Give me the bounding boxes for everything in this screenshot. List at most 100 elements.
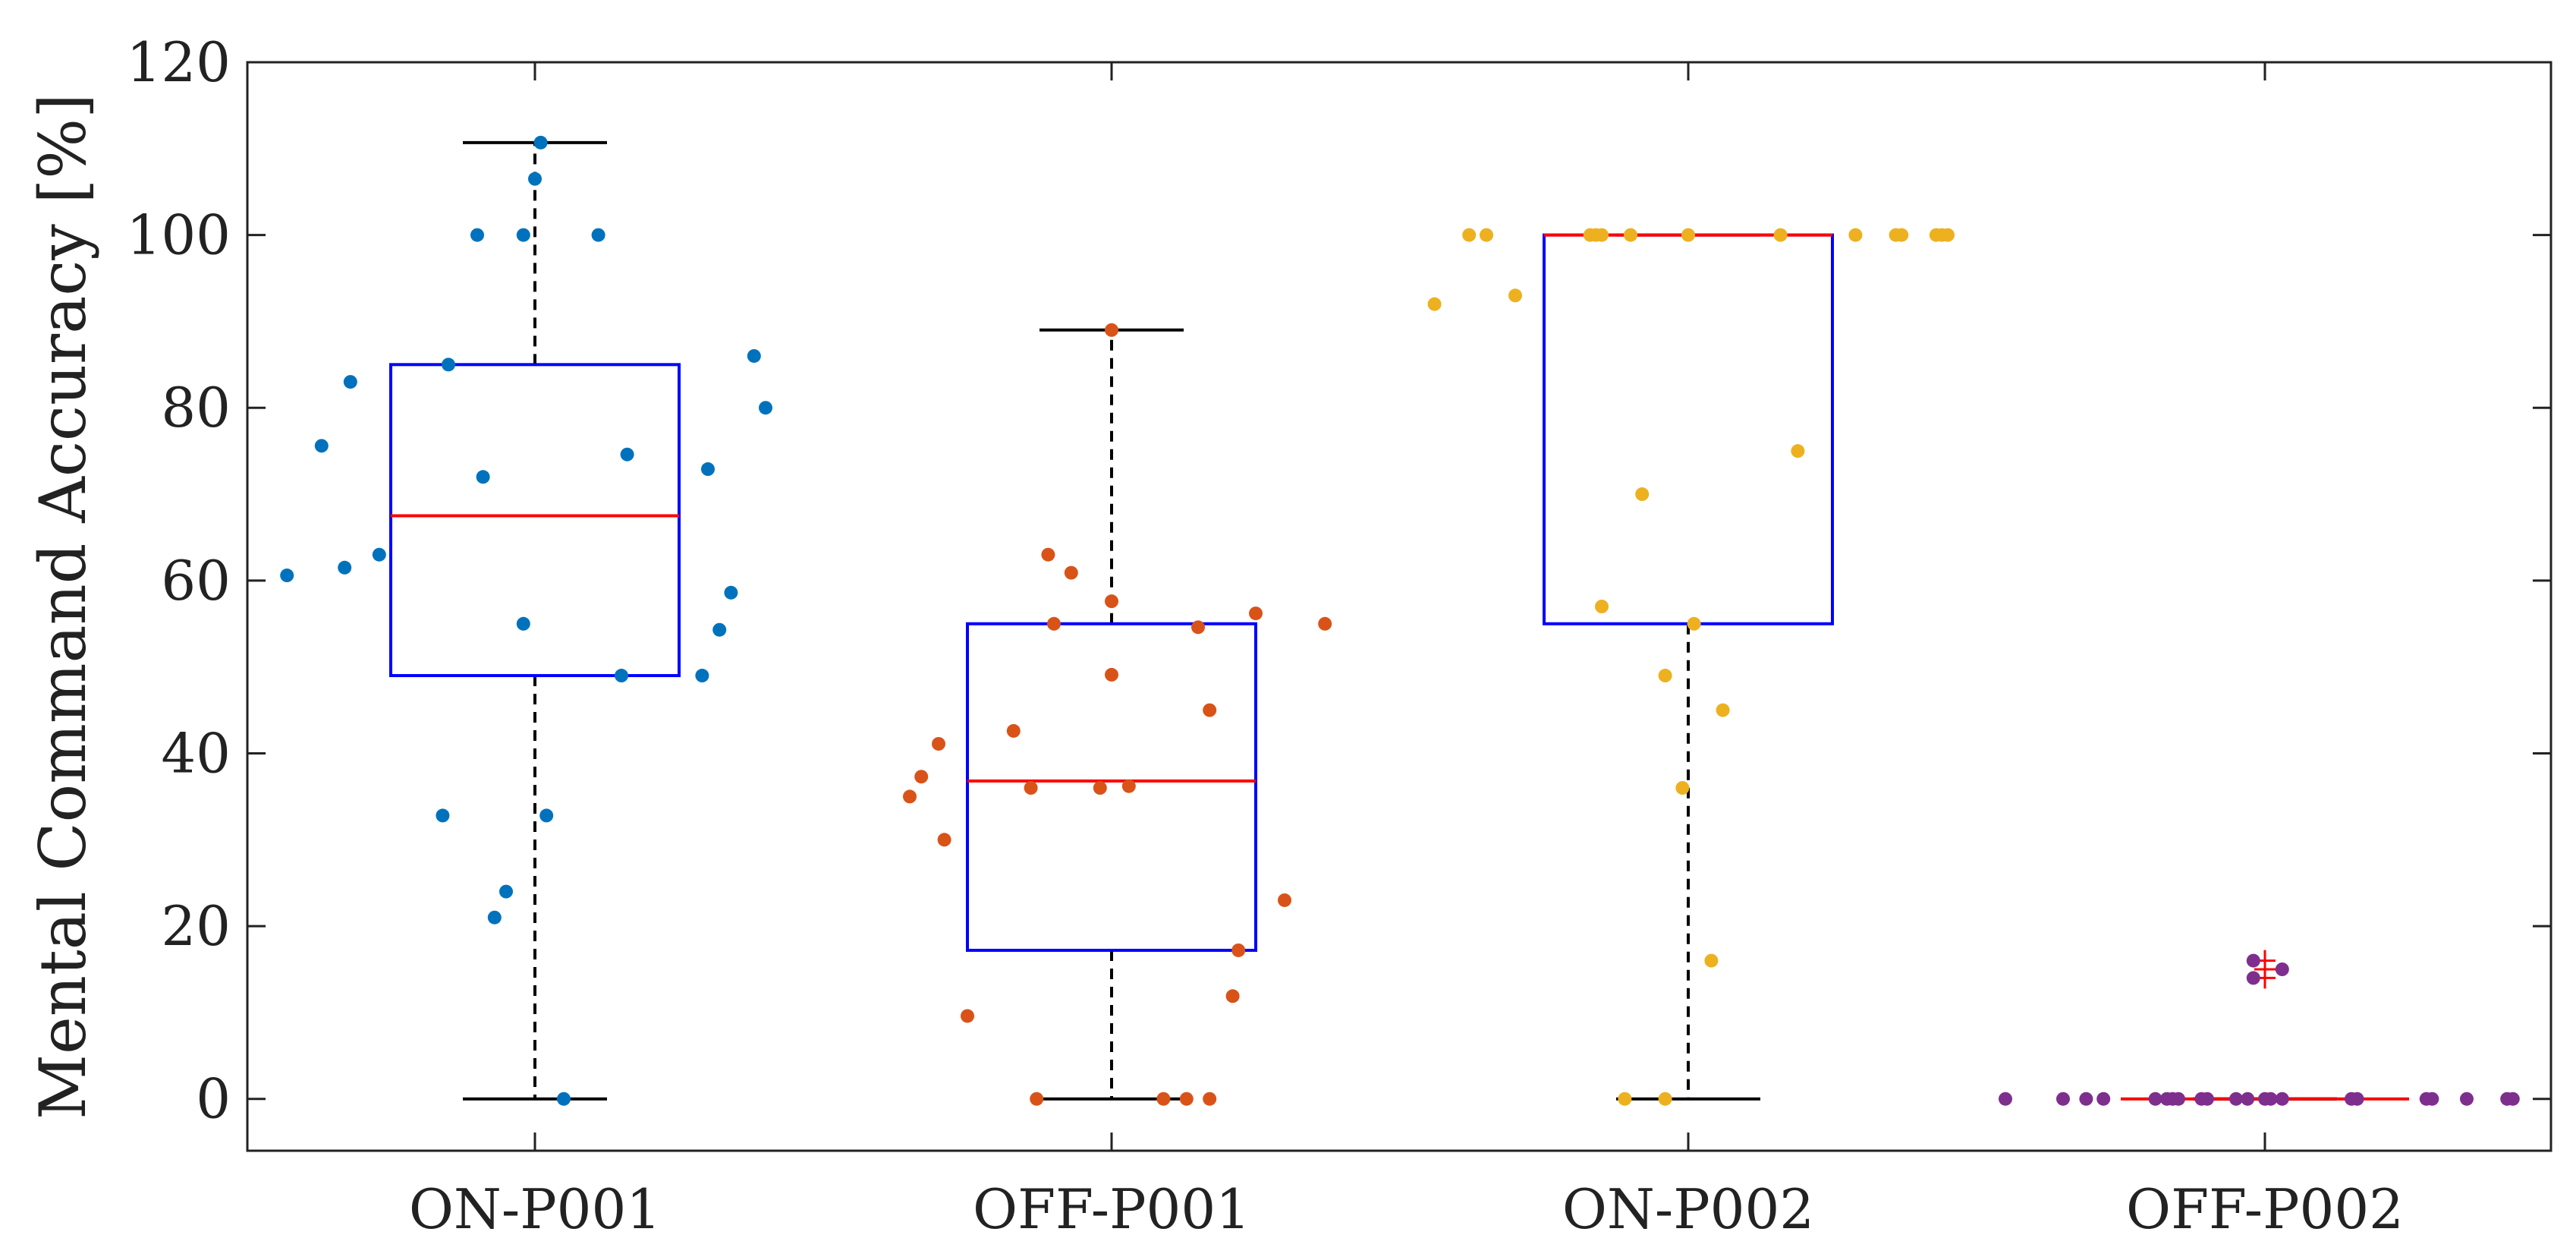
data-point: [372, 547, 386, 562]
data-point: [747, 348, 761, 363]
data-point: [1480, 228, 1493, 242]
data-point: [1508, 288, 1522, 303]
data-point: [914, 770, 929, 784]
data-point: [903, 789, 917, 804]
data-point: [701, 462, 715, 477]
box-iqr: [966, 622, 1257, 952]
data-point: [1024, 781, 1038, 795]
data-point: [2460, 1092, 2474, 1106]
data-point: [2275, 1092, 2289, 1106]
data-point: [1191, 620, 1205, 635]
x-tick-label: ON-P001: [409, 1177, 661, 1241]
data-point: [1791, 444, 1805, 458]
data-point: [2172, 1092, 2185, 1106]
box-iqr: [1543, 233, 1834, 625]
data-point: [343, 375, 357, 389]
data-point: [516, 228, 530, 242]
data-point: [338, 560, 352, 575]
data-point: [2505, 1092, 2520, 1106]
data-point: [1595, 600, 1609, 613]
data-point: [2079, 1092, 2093, 1106]
data-point: [1318, 616, 1332, 631]
y-tick-label: 100: [127, 203, 231, 267]
data-point: [516, 616, 530, 631]
data-point: [2096, 1092, 2111, 1106]
data-point: [961, 1009, 974, 1023]
data-point: [1006, 723, 1021, 738]
data-point: [724, 585, 738, 600]
data-point: [937, 833, 951, 847]
data-point: [436, 808, 450, 823]
data-point: [2246, 971, 2260, 985]
data-point: [1848, 228, 1863, 242]
y-tick-label: 60: [161, 549, 231, 613]
data-point: [1030, 1092, 1044, 1106]
data-point: [470, 228, 484, 242]
data-point: [620, 447, 634, 462]
data-point: [280, 569, 294, 583]
data-point: [1105, 594, 1118, 609]
x-tick-label: OFF-P001: [973, 1177, 1250, 1241]
data-point: [2056, 1092, 2070, 1106]
data-point: [539, 808, 554, 823]
data-point: [1687, 616, 1701, 631]
data-point: [2350, 1092, 2364, 1106]
y-tick-label: 80: [161, 376, 231, 439]
data-point: [314, 439, 329, 453]
data-point: [695, 669, 709, 683]
data-point: [1658, 1092, 1672, 1106]
y-axis-label: Mental Command Accuracy [%]: [26, 93, 100, 1120]
data-point: [1203, 703, 1217, 717]
data-point: [1121, 779, 1136, 793]
data-point: [1773, 228, 1788, 242]
x-axis-ticks: ON-P001 OFF-P001 ON-P002 OFF-P002: [409, 62, 2404, 1241]
data-point: [1658, 669, 1672, 683]
data-point: [2425, 1092, 2439, 1106]
data-point: [2229, 1092, 2243, 1106]
data-point: [1427, 297, 1442, 311]
data-point: [1635, 487, 1650, 502]
box-iqr: [389, 363, 681, 678]
data-point: [712, 622, 727, 637]
data-point: [1624, 228, 1637, 242]
data-point: [1941, 228, 1955, 242]
data-point: [528, 172, 542, 186]
data-point: [1704, 953, 1719, 968]
data-point: [487, 910, 502, 925]
data-point: [1105, 323, 1118, 337]
y-axis-ticks: 0 20 40 60 80 100 120: [127, 30, 2551, 1131]
data-point: [2263, 1092, 2278, 1106]
data-point: [442, 358, 455, 372]
data-point: [1716, 703, 1730, 717]
data-point: [1156, 1092, 1171, 1106]
y-tick-label: 20: [161, 894, 231, 958]
data-point: [1249, 606, 1263, 621]
data-point: [759, 401, 772, 415]
data-point: [2246, 953, 2260, 968]
data-point: [1105, 667, 1118, 682]
data-point: [557, 1092, 571, 1106]
data-point: [932, 736, 945, 751]
data-point: [533, 135, 548, 150]
y-tick-label: 40: [161, 721, 231, 785]
scatter-points: [280, 135, 2520, 1106]
box-group: [389, 140, 2409, 1101]
data-point: [1231, 943, 1246, 957]
data-point: [1675, 781, 1690, 795]
data-point: [1462, 228, 1477, 242]
data-point: [1681, 228, 1695, 242]
data-point: [1618, 1092, 1632, 1106]
y-tick-label: 120: [127, 30, 231, 94]
x-tick-label: OFF-P002: [2126, 1177, 2404, 1241]
x-tick-label: ON-P002: [1562, 1177, 1814, 1241]
data-point: [476, 470, 490, 484]
data-point: [615, 669, 628, 683]
data-point: [2241, 1092, 2255, 1106]
data-point: [1999, 1092, 2012, 1106]
data-point: [2148, 1092, 2162, 1106]
data-point: [2200, 1092, 2214, 1106]
data-point: [1895, 228, 1909, 242]
data-point: [1225, 989, 1240, 1003]
y-tick-label: 0: [196, 1067, 231, 1131]
